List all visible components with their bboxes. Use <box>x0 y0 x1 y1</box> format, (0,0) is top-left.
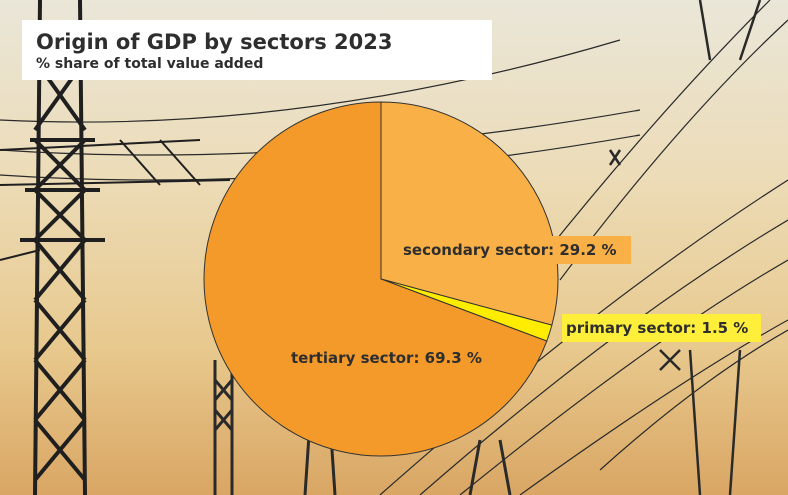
pylon-arms-left <box>0 139 231 261</box>
slice-tertiary <box>203 101 548 457</box>
label-primary: primary sector: 1.5 % <box>566 319 748 337</box>
pylon-left <box>20 0 105 495</box>
label-secondary: secondary sector: 29.2 % <box>403 241 617 259</box>
slice-secondary <box>380 101 559 326</box>
label-tertiary: tertiary sector: 69.3 % <box>291 349 482 367</box>
title-box: Origin of GDP by sectors 2023 % share of… <box>22 20 492 80</box>
pylon-center <box>213 360 512 495</box>
chart-subtitle: % share of total value added <box>36 56 264 72</box>
label-secondary-box <box>399 236 631 264</box>
label-primary-box <box>562 314 761 342</box>
chart-title: Origin of GDP by sectors 2023 <box>36 30 393 54</box>
pylon-right <box>608 0 762 495</box>
